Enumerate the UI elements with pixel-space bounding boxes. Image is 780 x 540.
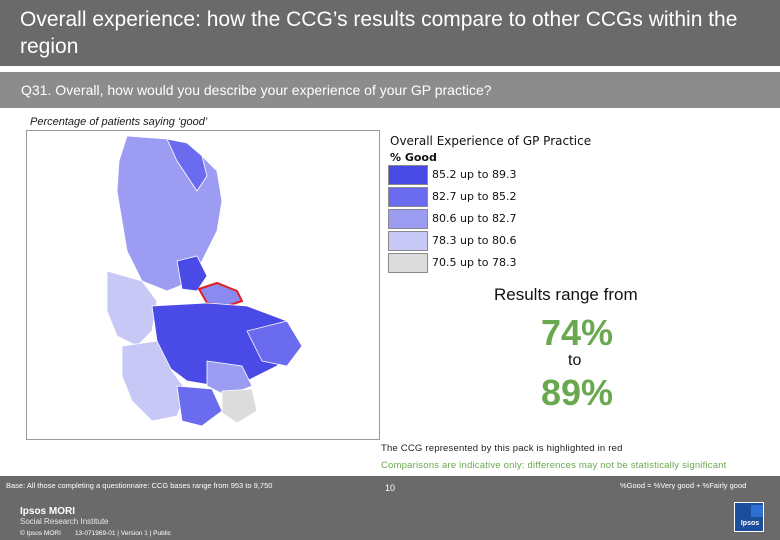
legend-label: 80.6 up to 82.7 <box>432 212 517 225</box>
map-region-west <box>106 270 158 347</box>
page-title: Overall experience: how the CCG’s result… <box>20 8 738 58</box>
map-region-lancs <box>176 385 223 427</box>
legend-label: 82.7 up to 85.2 <box>432 190 517 203</box>
question-text: Q31. Overall, how would you describe you… <box>21 82 492 98</box>
legend-swatch <box>388 231 428 251</box>
map-region-north-west <box>121 340 188 422</box>
legend-label: 85.2 up to 89.3 <box>432 168 517 181</box>
legend-subtitle: % Good <box>390 151 437 164</box>
map-region-north <box>116 135 223 292</box>
title-band <box>0 0 780 66</box>
legend-item: 85.2 up to 89.3 <box>388 165 588 185</box>
results-range-label: Results range from <box>494 285 638 304</box>
map-region-north-east <box>166 138 208 192</box>
results-low-value: 74% <box>541 312 614 353</box>
job-number: 13-071969-01 | Version 1 | Public <box>75 530 171 537</box>
map-region-tyne <box>176 255 208 292</box>
legend-item: 82.7 up to 85.2 <box>388 187 588 207</box>
ipsos-logo-text: Ipsos <box>740 520 760 527</box>
footer-definition: %Good = %Very good + %Fairly good <box>620 481 747 490</box>
brand-subtitle: Social Research Institute <box>20 517 109 526</box>
legend-swatch <box>388 209 428 229</box>
question-band <box>0 72 780 108</box>
region-map <box>26 130 380 440</box>
results-high-value: 89% <box>541 372 614 413</box>
next-slide-icon[interactable] <box>751 505 763 517</box>
legend-swatch <box>388 253 428 273</box>
legend-swatch <box>388 165 428 185</box>
legend-item: 78.3 up to 80.6 <box>388 231 588 251</box>
results-to-label: to <box>568 352 582 369</box>
caveat-note: Comparisons are indicative only: differe… <box>381 460 727 471</box>
brand-name: Ipsos MORI <box>20 506 76 517</box>
footer-base-text: Base: All those completing a questionnai… <box>6 481 273 490</box>
legend-label: 78.3 up to 80.6 <box>432 234 517 247</box>
legend-label: 70.5 up to 78.3 <box>432 256 517 269</box>
region-map-svg <box>106 135 303 427</box>
map-region-grey <box>221 388 258 424</box>
page-number: 10 <box>385 483 396 493</box>
map-highlighted-ccg <box>197 281 244 308</box>
legend-title: Overall Experience of GP Practice <box>390 134 592 148</box>
chart-subtitle: Percentage of patients saying ‘good’ <box>30 116 208 128</box>
legend-item: 70.5 up to 78.3 <box>388 253 588 273</box>
legend-swatch <box>388 187 428 207</box>
map-region-east-yorkshire <box>246 320 303 367</box>
highlight-note: The CCG represented by this pack is high… <box>381 443 623 454</box>
legend-item: 80.6 up to 82.7 <box>388 209 588 229</box>
footer-band <box>0 476 780 540</box>
copyright-text: © Ipsos MORI <box>20 530 61 537</box>
